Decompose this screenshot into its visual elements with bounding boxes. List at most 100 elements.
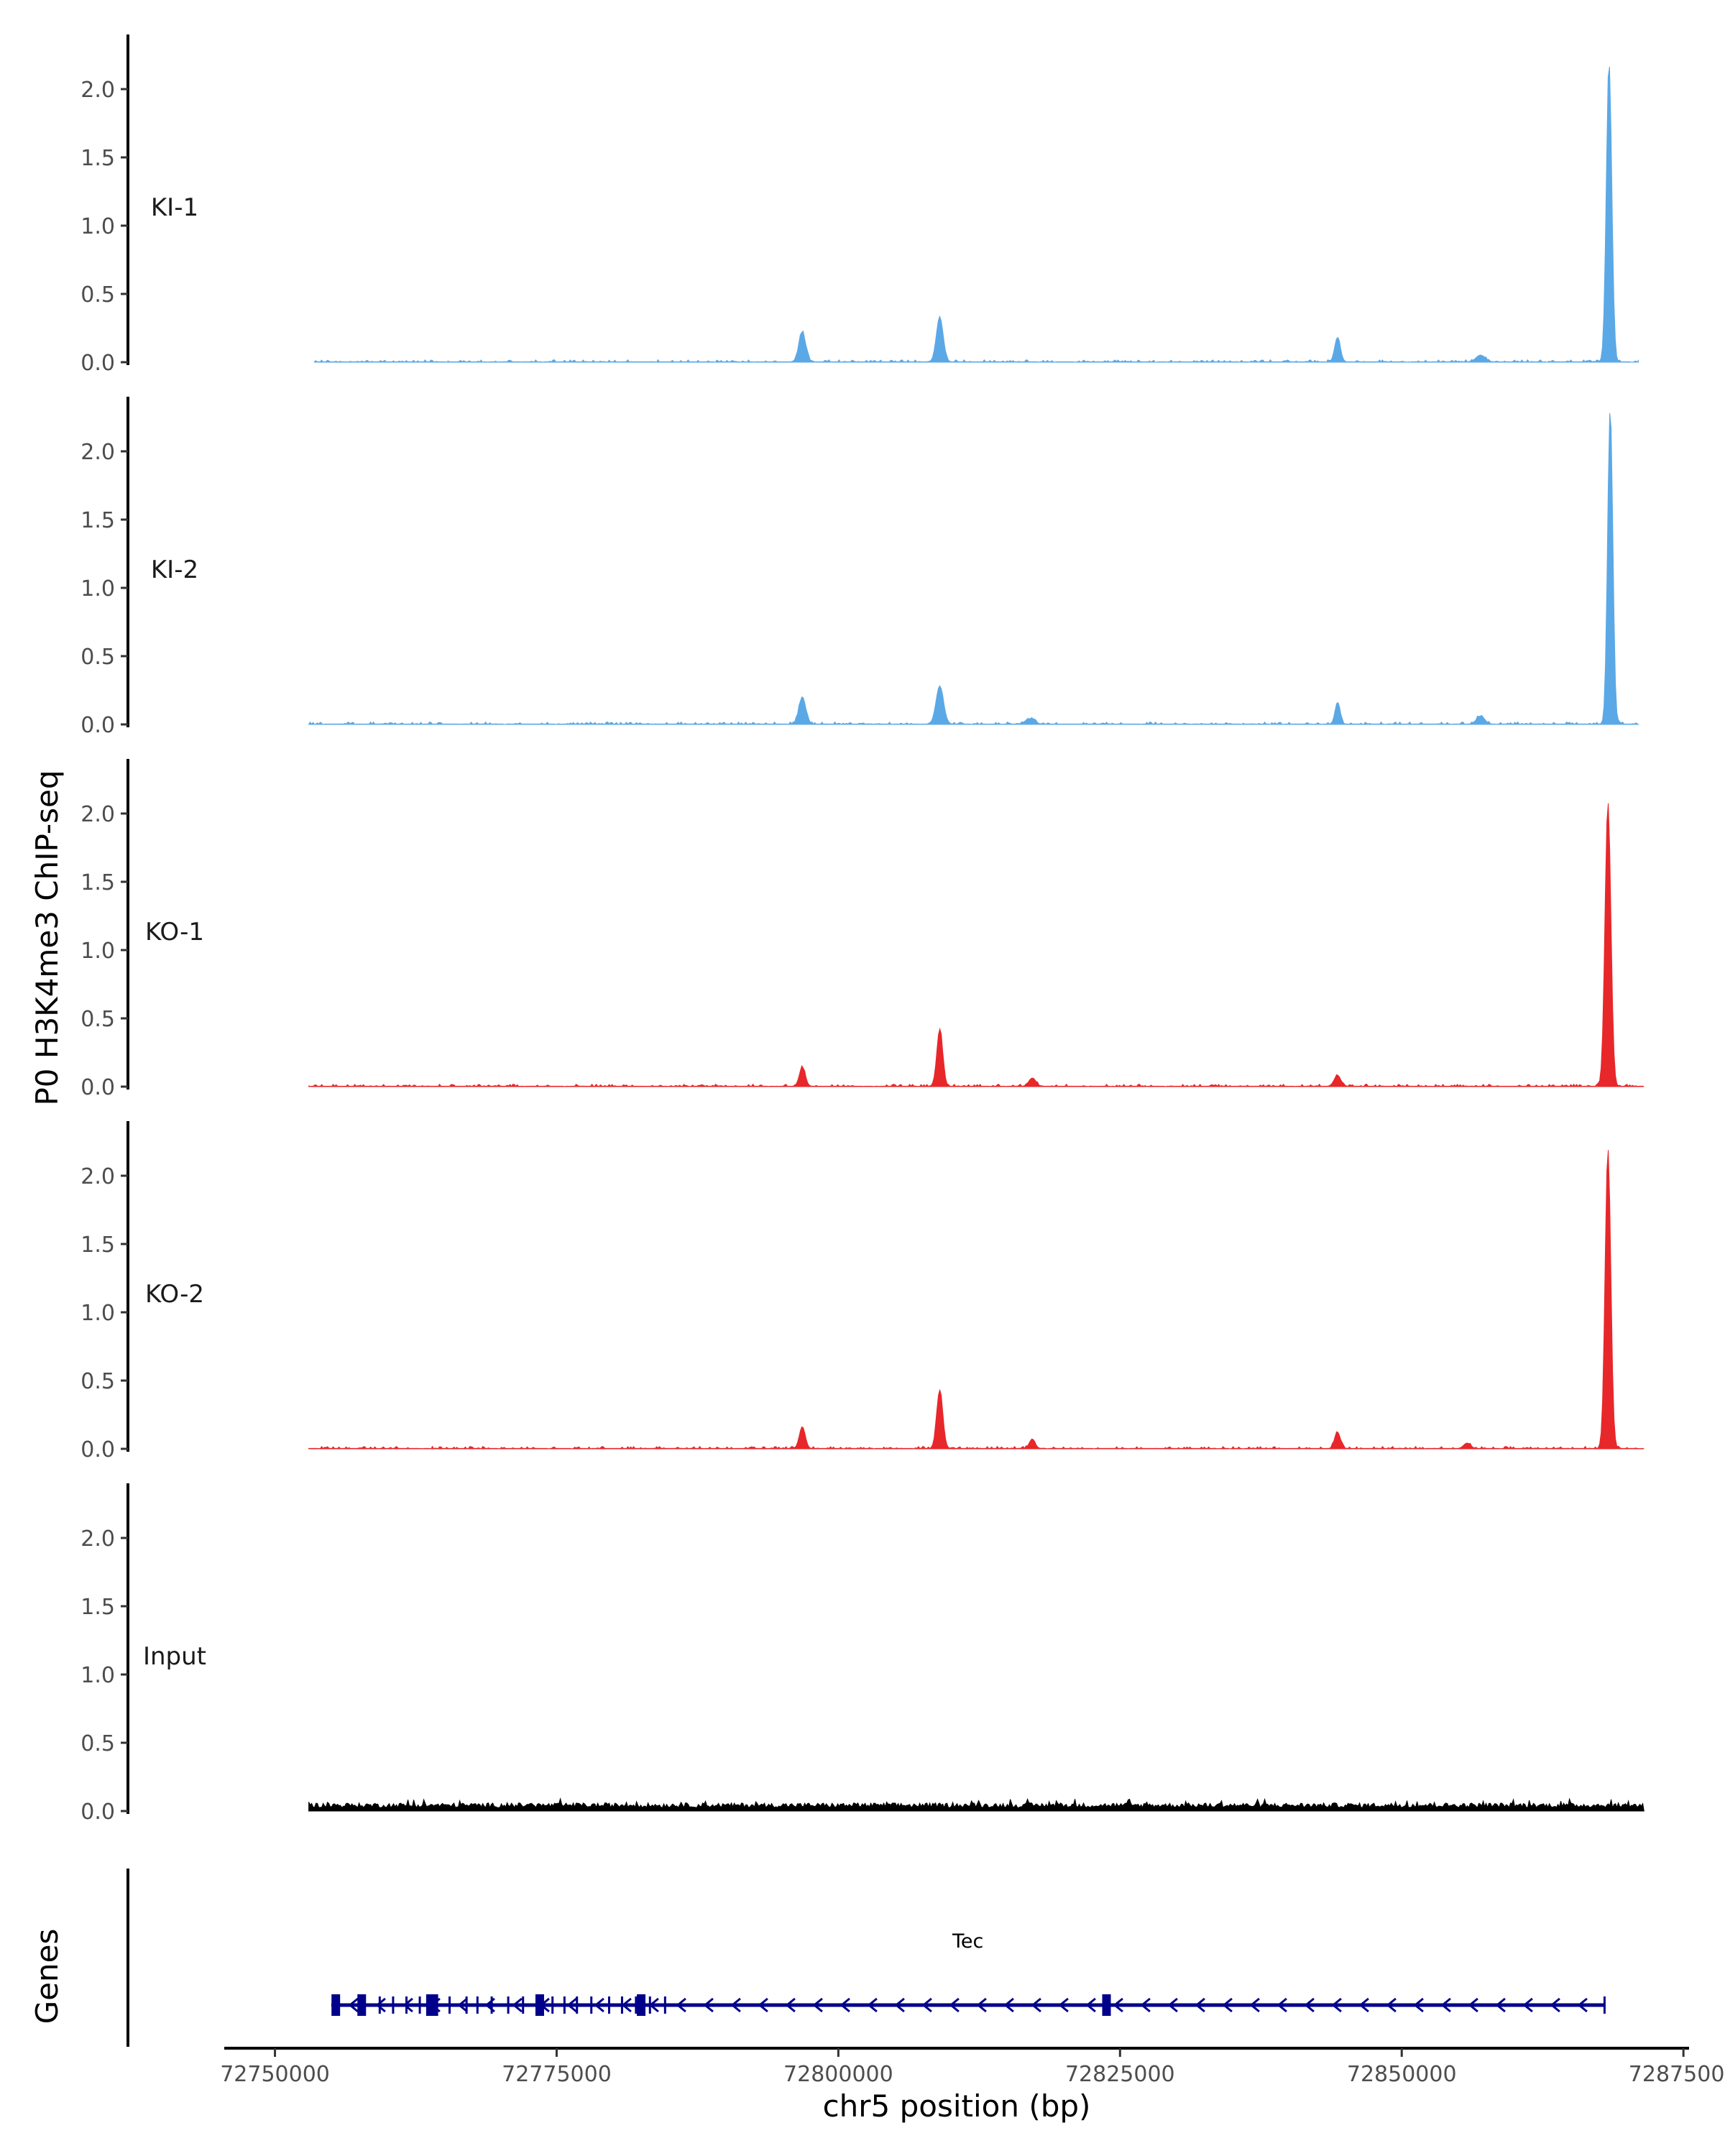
x-tick-label: 72875000 xyxy=(1629,2062,1725,2087)
strand-arrow xyxy=(1276,1997,1287,2013)
exon xyxy=(465,1996,468,2014)
coverage-area xyxy=(308,1150,1644,1450)
strand-arrow xyxy=(1031,1997,1041,2013)
coverage-area xyxy=(308,803,1644,1087)
track-ko-1: 0.0 0.5 1.0 1.5 2.0 KO-1 xyxy=(80,759,1644,1100)
coverage-area xyxy=(308,413,1640,725)
y-tick-label: 0.5 xyxy=(80,1369,115,1394)
exon xyxy=(448,1996,451,2014)
exon xyxy=(563,1996,566,2014)
exon xyxy=(357,1994,367,2016)
strand-arrow xyxy=(1358,1997,1369,2013)
strand-arrow xyxy=(375,1997,386,2013)
x-axis: 72750000 72775000 72800000 72825000 72850000… xyxy=(220,2047,1725,2087)
strand-arrow xyxy=(1468,1997,1478,2013)
gene-tec: Tec xyxy=(331,1930,1606,2016)
y-tick-label: 0.0 xyxy=(80,1075,115,1100)
track-label: KO-2 xyxy=(145,1280,204,1309)
y-tick-label: 1.5 xyxy=(80,1595,115,1620)
strand-arrow xyxy=(921,1997,932,2013)
y-tick-label: 2.0 xyxy=(80,440,115,465)
y-tick-label: 0.5 xyxy=(80,645,115,670)
strand-arrow xyxy=(785,1997,796,2013)
strand-arrow xyxy=(730,1997,741,2013)
exon xyxy=(378,1996,381,2014)
strand-arrow xyxy=(457,1997,468,2013)
y-tick-label: 1.5 xyxy=(80,508,115,533)
strand-arrow xyxy=(1113,1997,1123,2013)
y-tick-label: 1.5 xyxy=(80,870,115,895)
exon xyxy=(663,1996,666,2014)
strand-arrow xyxy=(348,1997,359,2013)
genes-axis-title: Genes xyxy=(29,1929,65,2024)
strand-arrow xyxy=(1222,1997,1233,2013)
strand-arrow xyxy=(812,1997,823,2013)
y-tick-label: 0.0 xyxy=(80,1800,115,1825)
strand-arrow xyxy=(949,1997,960,2013)
exon xyxy=(620,1996,623,2014)
track-ki-1: 0.0 0.5 1.0 1.5 2.0 KI-1 xyxy=(80,34,1639,376)
strand-arrow xyxy=(512,1997,523,2013)
strand-arrow xyxy=(758,1997,768,2013)
strand-arrow xyxy=(1058,1997,1069,2013)
exon xyxy=(418,1996,421,2014)
strand-arrow xyxy=(1331,1997,1342,2013)
exon xyxy=(331,1994,341,2016)
strand-arrow xyxy=(1085,1997,1096,2013)
y-tick-label: 2.0 xyxy=(80,1164,115,1189)
strand-arrow xyxy=(1495,1997,1506,2013)
exon xyxy=(522,1996,525,2014)
y-tick-label: 0.5 xyxy=(80,1007,115,1032)
strand-arrow xyxy=(1413,1997,1424,2013)
gene-name-label: Tec xyxy=(952,1930,983,1953)
track-label: KI-2 xyxy=(151,556,198,584)
exon xyxy=(576,1996,579,2014)
strand-arrow xyxy=(1577,1997,1588,2013)
y-tick-label: 1.5 xyxy=(80,1233,115,1258)
exon xyxy=(405,1996,408,2014)
exon xyxy=(635,1996,638,2014)
track-label: Input xyxy=(143,1642,206,1671)
track-label: KI-1 xyxy=(151,193,198,222)
strand-arrow xyxy=(894,1997,905,2013)
y-tick-label: 1.0 xyxy=(80,214,115,239)
strand-arrow xyxy=(1386,1997,1397,2013)
y-axis-title: P0 H3K4me3 ChIP-seq xyxy=(29,770,65,1105)
exon xyxy=(590,1996,593,2014)
exon xyxy=(648,1996,651,2014)
y-tick-label: 2.0 xyxy=(80,78,115,103)
strand-arrow xyxy=(703,1997,714,2013)
strand-arrow xyxy=(840,1997,850,2013)
strand-arrow xyxy=(1522,1997,1533,2013)
y-tick-label: 0.0 xyxy=(80,713,115,738)
exon xyxy=(507,1996,510,2014)
y-tick-label: 1.0 xyxy=(80,1663,115,1688)
strand-arrow xyxy=(976,1997,987,2013)
y-tick-label: 1.0 xyxy=(80,1301,115,1326)
strand-arrow xyxy=(1304,1997,1315,2013)
track-ko-2: 0.0 0.5 1.0 1.5 2.0 KO-2 xyxy=(80,1121,1644,1462)
strand-arrow xyxy=(1195,1997,1205,2013)
strand-arrow xyxy=(1440,1997,1451,2013)
exon xyxy=(535,1994,544,2016)
exon xyxy=(607,1996,610,2014)
x-axis-title: chr5 position (bp) xyxy=(823,2088,1091,2124)
x-tick-label: 72825000 xyxy=(1065,2062,1175,2087)
exon xyxy=(392,1996,395,2014)
y-tick-label: 2.0 xyxy=(80,1526,115,1552)
exon xyxy=(429,1994,438,2016)
strand-arrow xyxy=(566,1997,577,2013)
exon xyxy=(476,1996,479,2014)
exon xyxy=(637,1994,646,2016)
coverage-area xyxy=(308,1797,1644,1812)
track-label: KO-1 xyxy=(145,918,204,946)
coverage-area xyxy=(313,66,1639,363)
exon xyxy=(1102,1994,1111,2016)
y-tick-label: 2.0 xyxy=(80,802,115,827)
y-tick-label: 0.0 xyxy=(80,351,115,376)
y-tick-label: 1.5 xyxy=(80,146,115,171)
strand-arrow xyxy=(867,1997,878,2013)
strand-arrow xyxy=(402,1997,413,2013)
x-tick-label: 72850000 xyxy=(1347,2062,1457,2087)
